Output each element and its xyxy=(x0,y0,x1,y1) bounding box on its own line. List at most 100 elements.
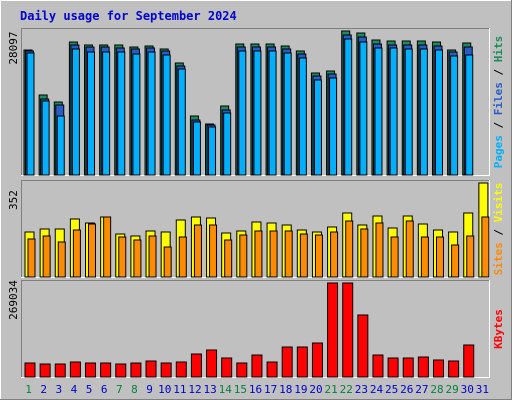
sites-bar xyxy=(148,235,157,278)
pages-bar xyxy=(283,52,292,176)
x-tick-label: 2 xyxy=(40,383,47,396)
pages-bar xyxy=(102,51,111,176)
pages-bar xyxy=(344,38,353,176)
pages-bar xyxy=(374,47,383,176)
sites-bar xyxy=(299,233,308,278)
kbytes-bar xyxy=(432,359,444,378)
kbytes-bar xyxy=(387,357,399,378)
kbytes-bar xyxy=(100,362,112,378)
x-tick-label: 16 xyxy=(249,383,262,396)
sites-bar xyxy=(451,244,460,278)
pages-bar xyxy=(26,52,35,176)
kbytes-bar xyxy=(206,349,218,378)
pages-bar xyxy=(253,50,262,176)
sites-bar xyxy=(118,236,127,278)
x-tick-label: 20 xyxy=(309,383,322,396)
sites-bar xyxy=(239,234,248,278)
kbytes-bar xyxy=(266,361,278,378)
kbytes-bar xyxy=(54,363,66,378)
pages-bar xyxy=(208,126,217,176)
sites-bar xyxy=(88,223,97,278)
legend-sites: Sites xyxy=(492,242,505,275)
sites-bar xyxy=(254,230,263,278)
kbytes-bar xyxy=(417,356,429,378)
chart-title: Daily usage for September 2024 xyxy=(20,9,237,23)
sites-bar xyxy=(209,224,218,278)
x-tick-label: 18 xyxy=(279,383,292,396)
x-tick-label: 5 xyxy=(86,383,93,396)
sites-bar xyxy=(72,229,81,278)
kbytes-bar xyxy=(281,346,293,378)
pages-bar xyxy=(117,51,126,176)
kbytes-bar xyxy=(372,354,384,378)
sites-bar xyxy=(57,241,66,278)
legend-visits: Visits xyxy=(492,183,505,223)
kbytes-bar xyxy=(160,362,172,378)
kbytes-bar xyxy=(236,362,248,378)
pages-bar xyxy=(238,50,247,176)
sites-bar xyxy=(27,238,36,278)
x-tick-label: 4 xyxy=(71,383,78,396)
x-tick-label: 22 xyxy=(340,383,353,396)
kbytes-bar xyxy=(145,360,157,378)
panel-0-ymax-label: 28097 xyxy=(7,31,20,64)
x-tick-label: 3 xyxy=(56,383,63,396)
x-tick-label: 27 xyxy=(415,383,428,396)
pages-bar xyxy=(434,49,443,176)
x-tick-label: 21 xyxy=(325,383,338,396)
kbytes-bar xyxy=(357,314,369,378)
x-tick-label: 25 xyxy=(385,383,398,396)
panel-1-ymax-label: 352 xyxy=(7,190,20,210)
sites-bar xyxy=(435,236,444,278)
legend-hits: Hits xyxy=(492,36,505,63)
pages-bar xyxy=(404,48,413,176)
kbytes-bar xyxy=(327,282,339,378)
sites-bar xyxy=(103,216,112,278)
pages-bar xyxy=(71,48,80,176)
legend-separator: / xyxy=(492,222,505,242)
kbytes-bar xyxy=(221,357,233,378)
pages-bar xyxy=(268,50,277,176)
pages-bar xyxy=(177,68,186,176)
kbytes-bar xyxy=(85,362,97,378)
x-tick-label: 28 xyxy=(430,383,443,396)
x-tick-label: 24 xyxy=(370,383,384,396)
sites-bar xyxy=(481,216,490,278)
pages-bar xyxy=(359,41,368,176)
pages-bar xyxy=(329,77,338,176)
pages-bar xyxy=(147,51,156,176)
panel-0-legend: Pages / Files / Hits xyxy=(492,36,505,169)
x-tick-label: 17 xyxy=(264,383,277,396)
x-tick-label: 11 xyxy=(173,383,186,396)
pages-bar xyxy=(192,121,201,176)
kbytes-bar xyxy=(175,361,187,378)
sites-bar xyxy=(375,222,384,278)
sites-bar xyxy=(269,230,278,278)
kbytes-bar xyxy=(402,357,414,378)
kbytes-bar xyxy=(296,346,308,378)
pages-bar xyxy=(389,47,398,176)
x-tick-label: 6 xyxy=(101,383,108,396)
x-tick-label: 29 xyxy=(446,383,459,396)
x-tick-label: 14 xyxy=(219,383,233,396)
sites-bar xyxy=(420,236,429,278)
sites-bar xyxy=(193,224,202,278)
sites-bar xyxy=(178,236,187,278)
x-tick-label: 19 xyxy=(294,383,307,396)
x-tick-label: 23 xyxy=(355,383,368,396)
panel-1-legend: Sites / Visits xyxy=(492,183,505,276)
pages-bar xyxy=(56,115,65,176)
kbytes-bar xyxy=(342,282,354,378)
kbytes-bar xyxy=(24,362,36,378)
x-tick-label: 26 xyxy=(400,383,413,396)
pages-bar xyxy=(450,55,459,176)
legend-files: Files xyxy=(492,82,505,115)
pages-bar xyxy=(132,53,141,176)
sites-bar xyxy=(466,235,475,278)
sites-bar xyxy=(390,236,399,278)
kbytes-bar xyxy=(115,363,127,378)
legend-separator: / xyxy=(492,62,505,82)
pages-bar xyxy=(465,54,474,176)
x-tick-label: 12 xyxy=(188,383,201,396)
sites-bar xyxy=(405,220,414,278)
